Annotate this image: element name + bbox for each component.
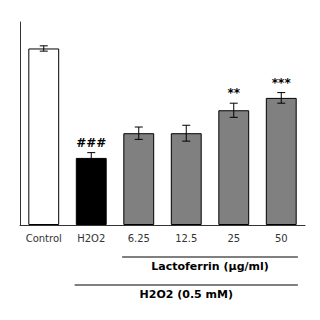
- svg-text:Control: Control: [26, 233, 62, 244]
- svg-text:6.25: 6.25: [128, 233, 150, 244]
- svg-text:H2O2 (0.5 mM): H2O2 (0.5 mM): [140, 288, 233, 301]
- svg-text:###: ###: [76, 136, 106, 150]
- svg-text:50: 50: [275, 233, 288, 244]
- svg-text:H2O2: H2O2: [77, 233, 105, 244]
- svg-text:25: 25: [227, 233, 240, 244]
- svg-text:Lactoferrin (μg/ml): Lactoferrin (μg/ml): [151, 260, 269, 273]
- svg-text:12.5: 12.5: [175, 233, 197, 244]
- svg-text:***: ***: [272, 76, 292, 90]
- svg-text:**: **: [227, 86, 240, 100]
